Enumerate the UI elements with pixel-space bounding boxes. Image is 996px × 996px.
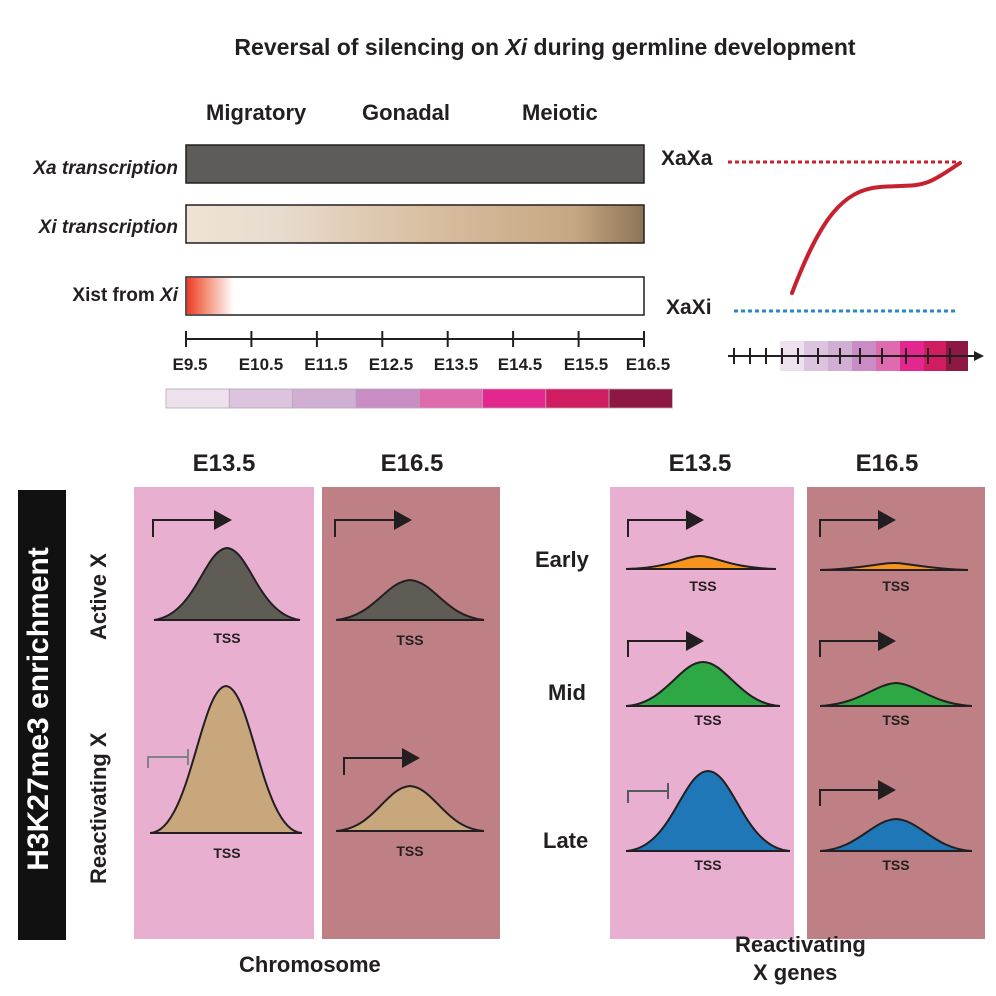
tss-label: TSS <box>213 630 241 646</box>
timeline-label-e10-5: E10.5 <box>238 355 284 374</box>
xi-transcription-label: Xi transcription <box>38 217 178 238</box>
timeline-label-e13-5: E13.5 <box>433 355 479 374</box>
xist-label: Xist from Xi <box>72 285 178 306</box>
peak-late-e13-5 <box>625 769 791 852</box>
timeline-label-e12-5: E12.5 <box>368 355 414 374</box>
active-arrow-early-e16-5 <box>819 510 896 537</box>
peak-early-e16-5 <box>819 561 969 571</box>
mini-timeline-axis <box>728 348 984 364</box>
repressed-arrow-late-e13-5 <box>627 783 669 803</box>
reactivation-curve <box>790 161 962 295</box>
stage-gonadal: Gonadal <box>362 100 451 125</box>
row-label-mid: Mid <box>548 680 586 705</box>
peak-late-e16-5 <box>819 817 973 852</box>
active-arrow-chromosome-e13-5 <box>152 510 232 537</box>
row-label-early: Early <box>535 547 589 572</box>
xaxi-label: XaXi <box>666 296 712 319</box>
header-chromosome-e16-5: E16.5 <box>380 450 444 477</box>
timeline-label-e9-5: E9.5 <box>172 355 208 374</box>
peak-mid-e16-5 <box>819 681 973 707</box>
header-chromosome-e13-5: E13.5 <box>192 450 256 477</box>
peak-active-x-e13-5 <box>153 546 301 621</box>
active-arrow-early-e13-5 <box>627 510 704 537</box>
peak-mid-e13-5 <box>625 660 781 707</box>
tss-label: TSS <box>396 843 424 859</box>
timeline-label-e16-5: E16.5 <box>625 355 671 374</box>
tss-label: TSS <box>882 578 910 594</box>
caption-x-genes: X genes <box>753 960 838 985</box>
active-arrow-mid-e13-5 <box>627 631 704 657</box>
peak-reactivating-x-e16-5 <box>335 784 485 832</box>
timeline-label-e15-5: E15.5 <box>563 355 609 374</box>
active-arrow-chromosome-e16-5 <box>334 510 412 537</box>
stage-migratory: Migratory <box>206 100 307 125</box>
tss-label: TSS <box>689 578 717 594</box>
xist-bar <box>185 276 645 316</box>
tss-label: TSS <box>882 857 910 873</box>
timeline-label-e11-5: E11.5 <box>304 355 348 374</box>
peak-reactivating-x-e13-5 <box>149 684 303 834</box>
xi-transcription-bar <box>185 204 645 244</box>
figure-title: Reversal of silencing on Xi during germl… <box>234 34 856 60</box>
peak-early-e13-5 <box>625 554 777 570</box>
tss-label: TSS <box>213 845 241 861</box>
active-arrow-late-e16-5 <box>819 780 896 806</box>
y-axis-label-box <box>18 490 66 940</box>
tss-label: TSS <box>694 712 722 728</box>
tss-label: TSS <box>882 712 910 728</box>
xaxa-label: XaXa <box>661 147 713 170</box>
stage-meiotic: Meiotic <box>522 100 598 125</box>
peak-active-x-e16-5 <box>335 578 485 621</box>
xa-transcription-label: Xa transcription <box>33 158 178 179</box>
tss-label: TSS <box>396 632 424 648</box>
tss-label: TSS <box>694 857 722 873</box>
timeline-axis <box>185 331 645 347</box>
xa-transcription-bar <box>185 144 645 184</box>
header-genes-e16-5: E16.5 <box>855 450 919 477</box>
active-arrow-reactivating-e16-5 <box>343 748 420 775</box>
caption-reactivating: Reactivating <box>735 932 866 957</box>
xist-expression <box>187 278 234 314</box>
header-genes-e13-5: E13.5 <box>668 450 732 477</box>
repressed-arrow-chromosome-e13-5 <box>147 749 189 768</box>
caption-chromosome: Chromosome <box>239 952 381 977</box>
active-arrow-mid-e16-5 <box>819 631 896 657</box>
timeline-label-e14-5: E14.5 <box>497 355 543 374</box>
stage-color-scale <box>165 388 673 409</box>
row-label-late: Late <box>543 828 589 853</box>
panel-chromosome-e16-5 <box>322 487 500 939</box>
